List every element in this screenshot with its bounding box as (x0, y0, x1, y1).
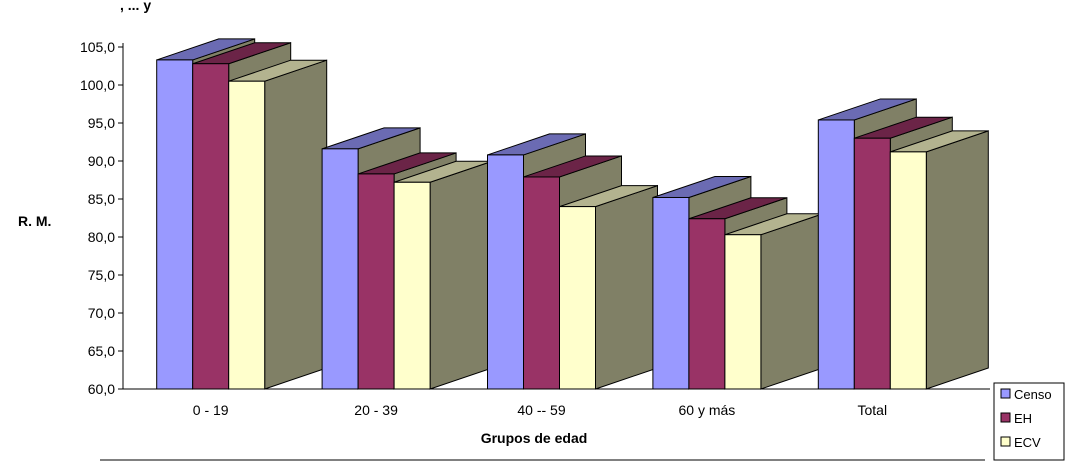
y-tick-label: 90,0 (88, 153, 115, 169)
x-tick-label: Total (858, 402, 888, 418)
y-axis: 60,0 65,0 70,0 75,0 80,0 85,0 90,0 95,0 100,0 105… (80, 39, 124, 397)
bar-ecv-40-59 (559, 184, 658, 390)
y-tick-label: 95,0 (88, 115, 115, 131)
y-tick-label: 80,0 (88, 229, 115, 245)
bar-ecv-20-39 (393, 160, 493, 390)
x-tick-label: 0 - 19 (193, 402, 229, 418)
x-axis: 0 - 19 20 - 39 40 -- 59 60 y más Total (123, 388, 990, 418)
x-axis-title: Grupos de edad (481, 430, 588, 446)
bar-front-censo-0-19 (156, 59, 194, 390)
legend-item-censo: Censo (1000, 387, 1052, 402)
bar-front-ecv-0-19 (228, 80, 266, 390)
y-axis-title: R. M. (18, 213, 51, 229)
y-tick-label: 60,0 (88, 381, 115, 397)
legend-label: Censo (1014, 387, 1052, 402)
bar-front-eh-40-59 (523, 176, 560, 390)
bar-front-eh-60-y-m-s (688, 218, 726, 390)
legend-swatch (1000, 412, 1011, 423)
bar-side-ecv-total (925, 130, 989, 390)
bar-front-censo-60-y-m-s (652, 196, 690, 390)
chart-title-fragment: , ... y (120, 0, 151, 13)
legend: Censo EH ECV (993, 382, 1065, 461)
bar-front-eh-0-19 (192, 63, 230, 390)
legend-swatch (1000, 388, 1011, 399)
bar-front-censo-total (817, 119, 855, 390)
legend-swatch (1000, 436, 1011, 447)
bar-front-censo-20-39 (321, 148, 359, 390)
bar-front-eh-20-39 (357, 173, 395, 390)
bar-front-ecv-total (889, 151, 927, 390)
y-tick-label: 105,0 (80, 39, 115, 55)
y-tick-label: 75,0 (88, 267, 115, 283)
bar-front-censo-40-59 (487, 154, 524, 390)
bar-front-ecv-40-59 (559, 206, 596, 390)
x-tick-label: 20 - 39 (354, 402, 398, 418)
bar-ecv-0-19 (228, 59, 328, 390)
bar-ecv-total (889, 130, 989, 390)
bar-group-0-19 (156, 38, 328, 390)
bar-group-40-59 (487, 133, 658, 390)
bar-front-ecv-60-y-m-s (724, 234, 762, 390)
bar-front-ecv-20-39 (393, 181, 431, 390)
bar-side-ecv-0-19 (264, 59, 328, 390)
y-tick-label: 85,0 (88, 191, 115, 207)
y-tick-label: 70,0 (88, 305, 115, 321)
legend-label: EH (1014, 411, 1032, 426)
bar-side-ecv-40-59 (595, 184, 658, 390)
legend-item-eh: EH (1000, 411, 1032, 426)
x-tick-label: 60 y más (678, 402, 735, 418)
bar-side-ecv-20-39 (429, 160, 493, 390)
legend-label: ECV (1014, 435, 1041, 450)
bar-group-60-y-m-s (652, 175, 824, 390)
y-tick-label: 100,0 (80, 77, 115, 93)
legend-item-ecv: ECV (1000, 435, 1041, 450)
bar-side-ecv-60-y-m-s (760, 213, 824, 390)
bars-layer (156, 38, 989, 390)
bar-ecv-60-y-m-s (724, 213, 824, 390)
bar-group-total (817, 98, 989, 390)
y-tick-label: 65,0 (88, 343, 115, 359)
bar-group-20-39 (321, 127, 493, 390)
x-tick-label: 40 -- 59 (517, 402, 565, 418)
bar-front-eh-total (853, 137, 891, 390)
